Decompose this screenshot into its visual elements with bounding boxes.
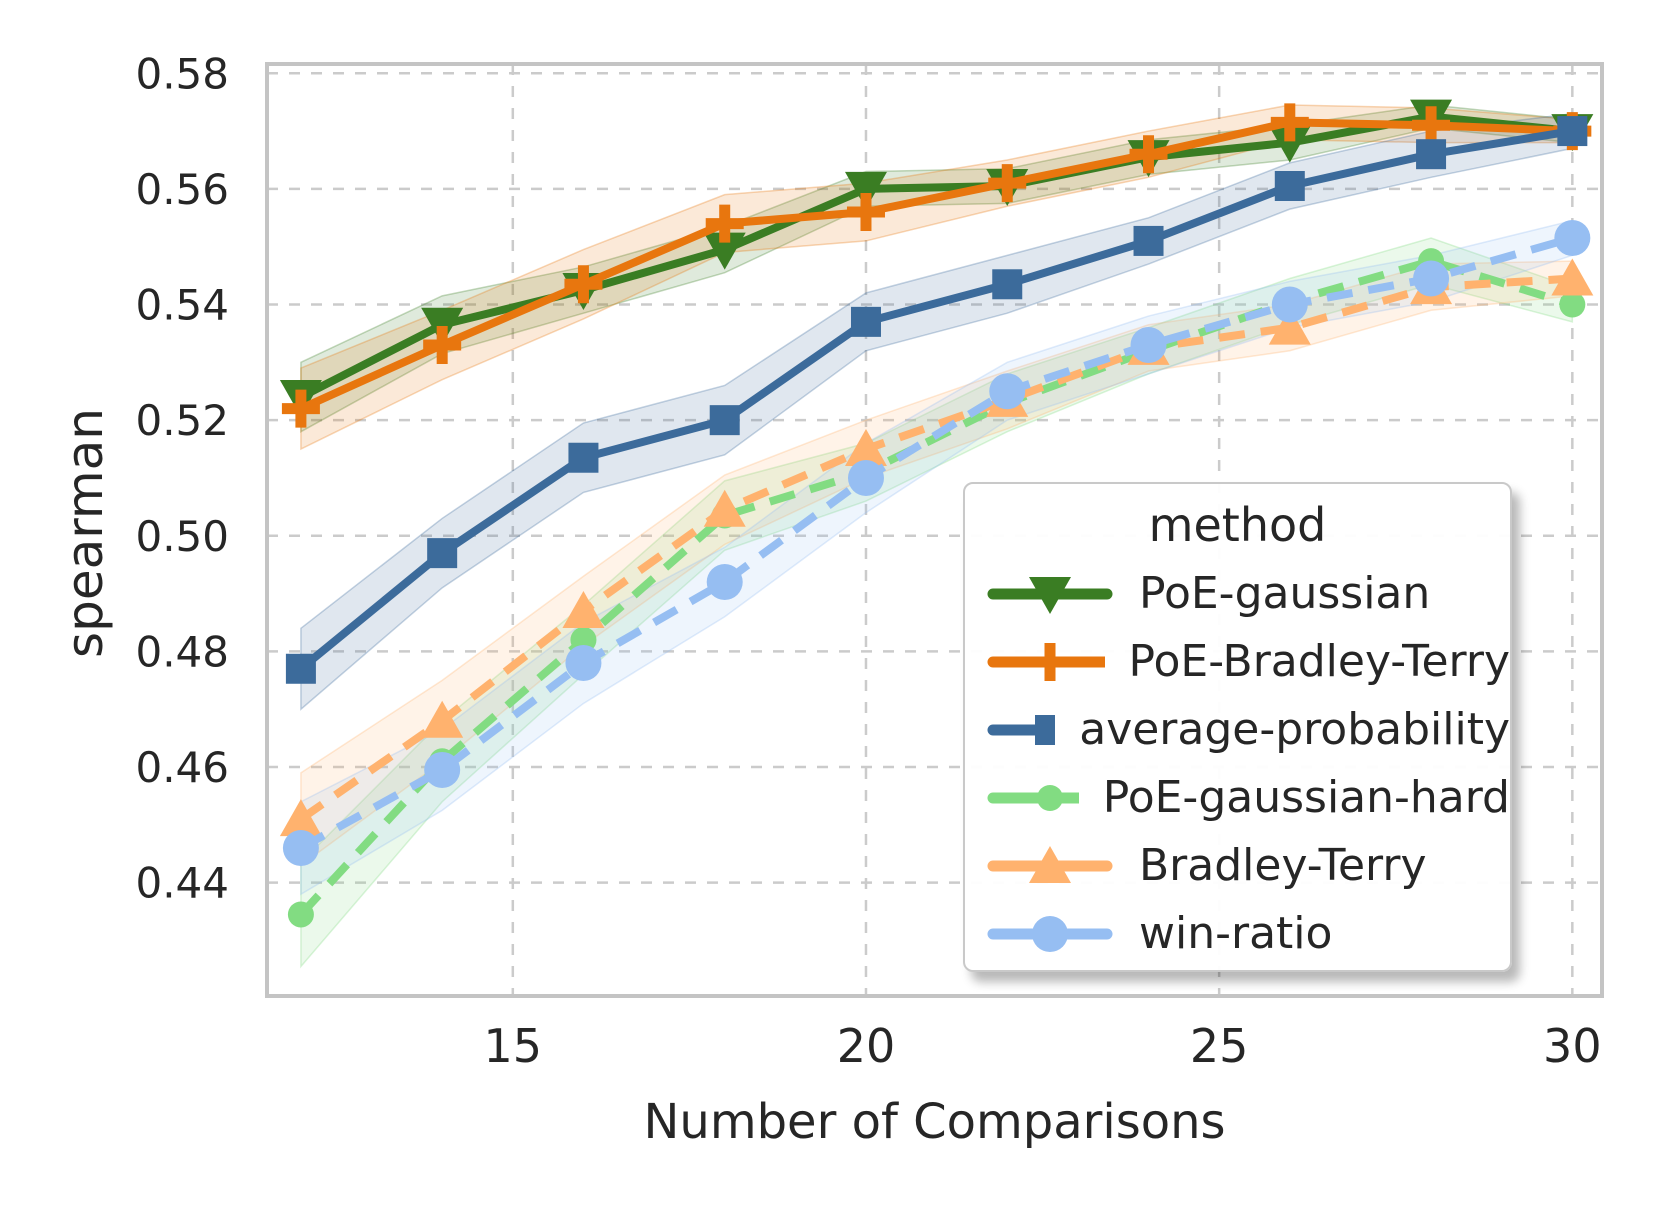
legend-item-label: PoE-gaussian <box>1139 568 1431 620</box>
legend-item-bradley-terry: Bradley-Terry <box>965 832 1510 900</box>
series-markers <box>285 116 1588 684</box>
legend-item-label: average-probability <box>1079 704 1510 756</box>
y-tick-label: 0.48 <box>135 627 229 676</box>
circle-legend-icon <box>987 915 1113 952</box>
y-tick-label: 0.58 <box>135 49 229 98</box>
legend-item-label: win-ratio <box>1139 908 1333 960</box>
series-line <box>298 127 1573 672</box>
y-tick-label: 0.56 <box>135 165 229 214</box>
series-line <box>299 118 1573 413</box>
series-line <box>298 234 1574 852</box>
x-tick-label: 30 <box>1543 1019 1602 1073</box>
square-legend-icon <box>987 714 1056 745</box>
legend-rows: PoE-gaussian PoE-Bradley-Terry average-pro… <box>965 560 1510 968</box>
x-axis-label: Number of Comparisons <box>643 1094 1226 1150</box>
y-tick-label: 0.46 <box>135 743 229 792</box>
triangle-down-legend-icon <box>987 576 1113 614</box>
legend-item-average-probability: average-probability <box>965 696 1510 764</box>
legend-item-poe-gaussian-hard: PoE-gaussian-hard <box>965 764 1510 832</box>
series-markers <box>281 103 1592 428</box>
plot-border <box>265 62 1604 998</box>
y-axis-label: spearman <box>56 408 114 658</box>
legend-item-label: PoE-Bradley-Terry <box>1128 636 1510 688</box>
legend-item-poe-bradley-terry: PoE-Bradley-Terry <box>965 628 1510 696</box>
triangle-up-legend-icon <box>987 845 1113 883</box>
y-tick-label: 0.50 <box>135 512 229 561</box>
series-line <box>299 112 1573 401</box>
series-markers <box>279 258 1594 837</box>
circle-small-legend-icon <box>987 784 1079 811</box>
legend-item-label: PoE-gaussian-hard <box>1102 772 1510 824</box>
legend-item-win-ratio: win-ratio <box>965 900 1510 968</box>
y-tick-label: 0.54 <box>135 281 229 330</box>
y-tick-label: 0.52 <box>135 396 229 445</box>
plus-legend-icon <box>987 642 1105 681</box>
legend-item-label: Bradley-Terry <box>1139 840 1427 892</box>
x-tick-label: 20 <box>837 1019 896 1073</box>
legend: method PoE-gaussian PoE-Bradley-Terry aver… <box>963 482 1512 972</box>
series-markers <box>282 220 1591 866</box>
legend-item-poe-gaussian: PoE-gaussian <box>965 560 1510 628</box>
y-tick-label: 0.44 <box>135 859 229 908</box>
legend-title: method <box>1148 498 1327 552</box>
series-line <box>298 274 1573 823</box>
x-tick-label: 25 <box>1190 1019 1249 1073</box>
x-tick-label: 15 <box>484 1019 543 1073</box>
